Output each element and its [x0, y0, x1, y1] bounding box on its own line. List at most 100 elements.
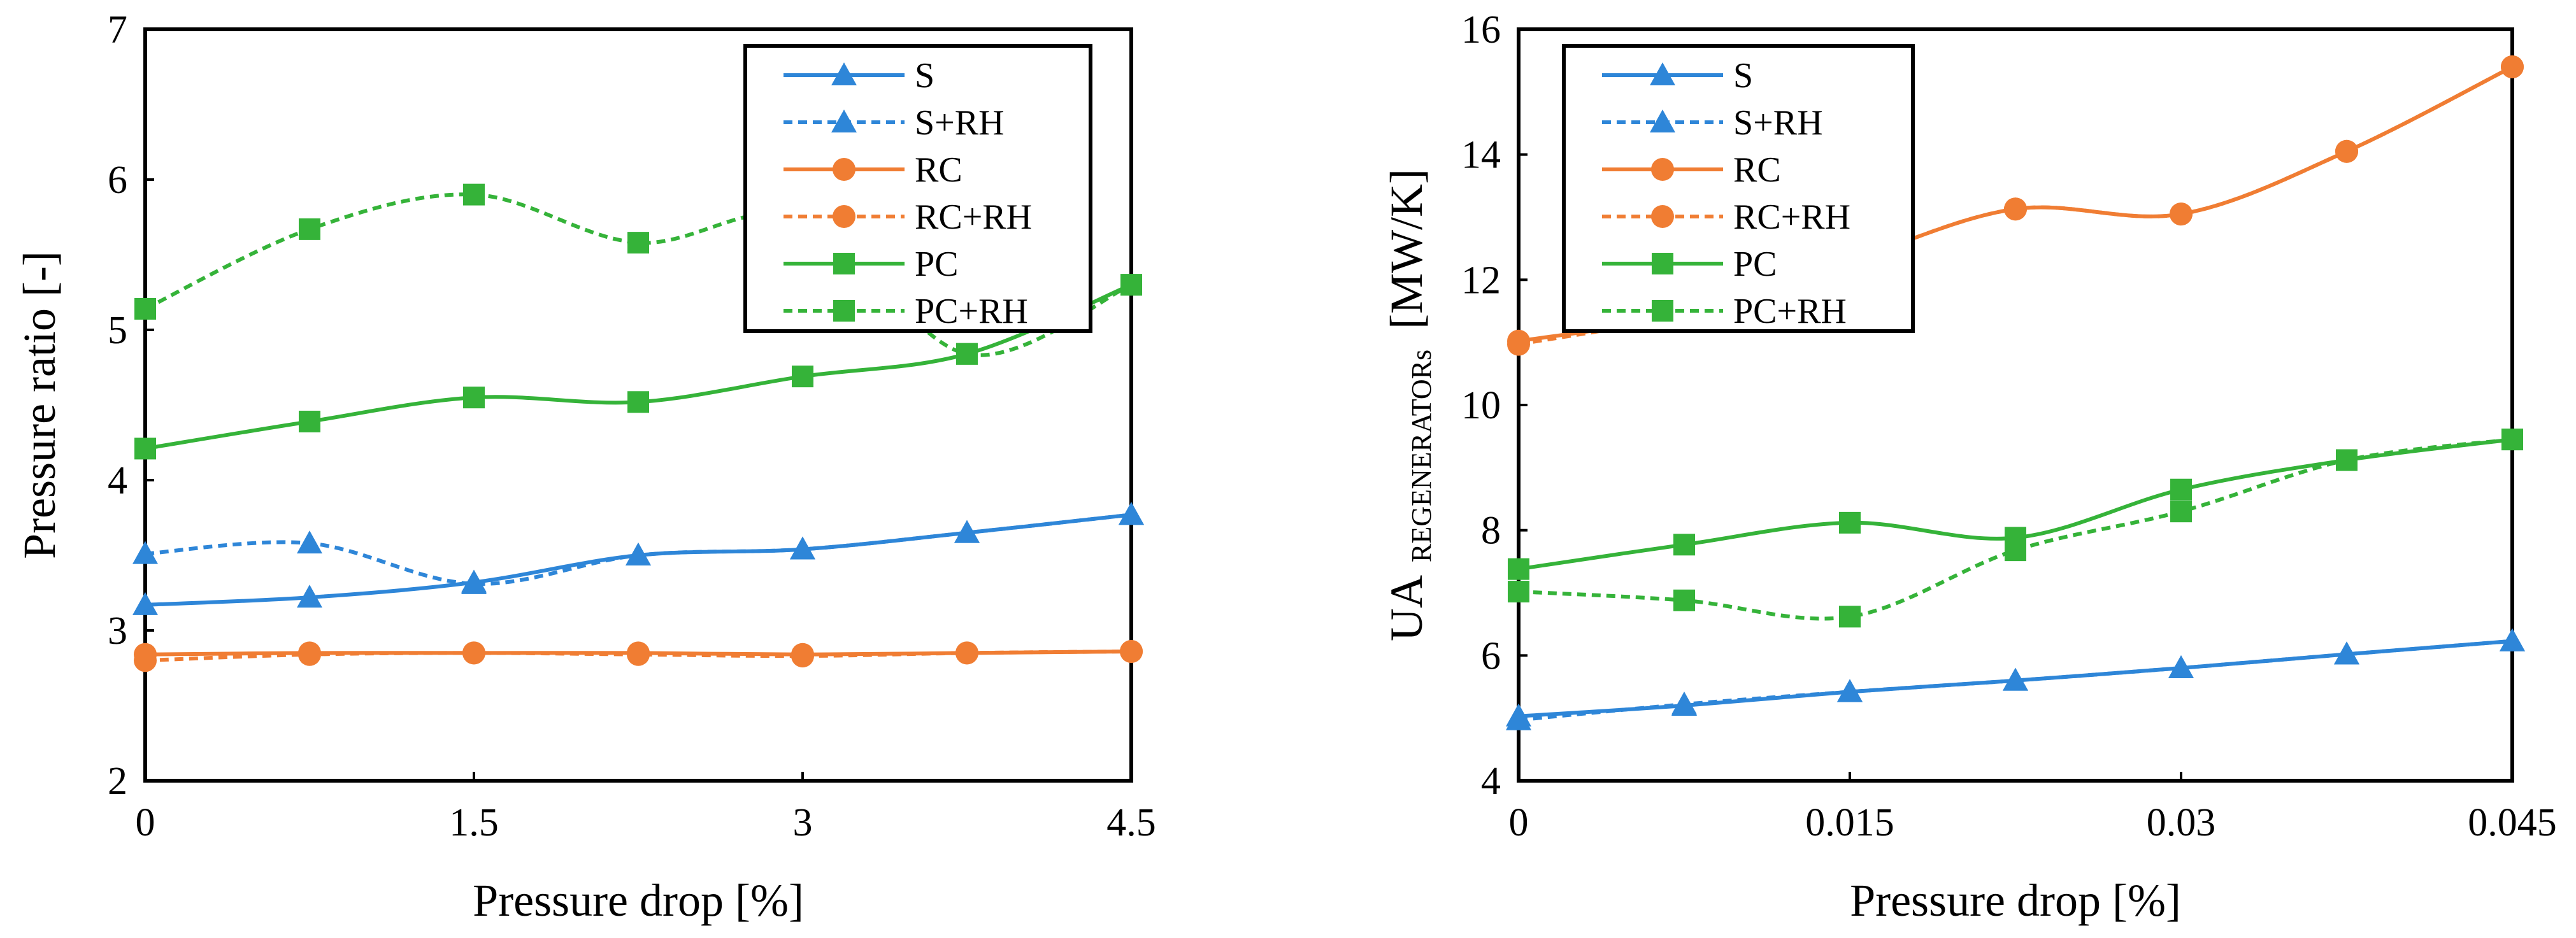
legend-entry: RC+RH [784, 197, 1032, 237]
data-point-circle [462, 641, 485, 665]
y-tick-label: 16 [1461, 8, 1501, 52]
data-point-triangle [132, 592, 158, 615]
legend-entry: PC+RH [784, 292, 1028, 331]
legend-label: S+RH [915, 103, 1005, 143]
data-point-square [1839, 511, 1861, 534]
legend-label: S [1733, 56, 1753, 96]
legend-marker [831, 62, 857, 85]
legend-marker [1650, 110, 1675, 132]
y-axis-label: UA REGENERATORs [MW/K] [1381, 169, 1441, 641]
data-point-circle [791, 644, 814, 668]
legend-label: S+RH [1733, 103, 1823, 143]
data-point-circle [2004, 197, 2027, 221]
y-tick-label: 7 [108, 8, 127, 52]
data-point-triangle [2334, 641, 2359, 665]
x-tick-label: 0.015 [1805, 801, 1894, 844]
legend-label: RC [915, 150, 962, 190]
legend-label: RC [1733, 150, 1781, 190]
data-point-square [134, 297, 156, 320]
data-point-circle [2335, 139, 2358, 163]
data-point-square [2170, 478, 2192, 501]
x-tick-label: 0.045 [2468, 801, 2557, 844]
y-axis-label: Pressure ratio [-] [14, 251, 65, 559]
legend-label: RC+RH [915, 197, 1032, 237]
legend-box [743, 44, 1092, 333]
legend-entry: RC [1602, 150, 1781, 190]
x-tick-label: 3 [793, 801, 813, 844]
data-point-triangle [1506, 707, 1531, 730]
x-tick-label: 4.5 [1106, 801, 1156, 844]
series-s-rh [132, 502, 1144, 594]
data-point-square [463, 387, 485, 409]
legend-entry: PC [1602, 245, 1777, 284]
y-tick-label: 4 [1481, 760, 1501, 803]
legend-label: S [915, 56, 934, 96]
data-point-square [627, 391, 649, 413]
data-point-square [2336, 449, 2358, 471]
y-tick-label: 5 [108, 309, 127, 352]
series-s-rh [1506, 628, 2525, 730]
y-tick-label: 12 [1461, 259, 1501, 302]
data-point-triangle [297, 530, 322, 554]
y-tick-label: 14 [1461, 134, 1501, 177]
ua-regenerators-chart: 4 6 8 10 12 14 16 0 0.015 0.03 0.045 Pressure dro… [1381, 8, 2557, 926]
legend-marker [833, 253, 855, 274]
data-point-square [1508, 558, 1529, 580]
data-point-square [463, 183, 485, 206]
legend-label: PC [915, 245, 959, 284]
x-tick-label: 0.03 [2147, 801, 2216, 844]
data-point-square [792, 366, 813, 388]
y-tick-label: 6 [108, 159, 127, 202]
legend-marker [1652, 253, 1673, 274]
x-axis-label: Pressure drop [%] [473, 875, 804, 926]
data-point-square [1673, 534, 1695, 556]
series-rc-rh [134, 640, 1143, 672]
x-tick-label: 1.5 [449, 801, 499, 844]
legend-marker [833, 300, 855, 322]
y-tick-label: 8 [1481, 509, 1501, 553]
y-tick-label: 6 [1481, 634, 1501, 678]
data-point-circle [134, 649, 157, 672]
legend-entry: S [1602, 56, 1753, 96]
legend: S S+RH RC RC+RH PC PC+RH [1562, 44, 1915, 333]
legend-entry: PC [784, 245, 959, 284]
data-point-triangle [2168, 655, 2194, 678]
legend-label: RC+RH [1733, 197, 1850, 237]
legend-marker [1652, 300, 1673, 322]
data-point-triangle [132, 541, 158, 564]
data-point-circle [2170, 203, 2193, 226]
legend-marker [1650, 62, 1675, 85]
legend-marker [1651, 158, 1674, 181]
legend-marker [833, 158, 855, 181]
data-point-square [299, 410, 320, 432]
data-point-triangle [954, 520, 980, 543]
data-point-triangle [1837, 679, 1863, 702]
y-tick-label: 4 [108, 459, 127, 502]
legend-entry: PC+RH [1602, 292, 1847, 331]
data-point-square [1673, 589, 1695, 611]
data-point-square [2005, 539, 2026, 562]
data-point-circle [1507, 332, 1530, 356]
y-axis-label-subscript: REGENERATORs [1406, 350, 1437, 562]
data-point-circle [955, 641, 978, 665]
legend-box [1562, 44, 1915, 333]
legend-entry: S+RH [784, 103, 1005, 143]
data-point-triangle [790, 536, 815, 560]
y-axis-label-unit: [MW/K] [1381, 169, 1432, 329]
data-point-triangle [1119, 502, 1144, 525]
data-point-circle [2501, 55, 2524, 78]
data-point-triangle [1671, 692, 1697, 715]
data-point-square [299, 218, 320, 240]
x-tick-label: 0 [136, 801, 155, 844]
legend-marker [1651, 205, 1674, 228]
y-axis-label-main: UA [1381, 575, 1432, 641]
legend: S S+RH RC RC+RH PC PC+RH [743, 44, 1092, 333]
y-tick-label: 3 [108, 609, 127, 653]
legend-entry: S [784, 56, 934, 96]
data-point-triangle [461, 571, 487, 594]
legend-entry: RC [784, 150, 962, 190]
legend-label: PC [1733, 245, 1777, 284]
data-point-square [627, 232, 649, 254]
data-point-square [134, 437, 156, 460]
